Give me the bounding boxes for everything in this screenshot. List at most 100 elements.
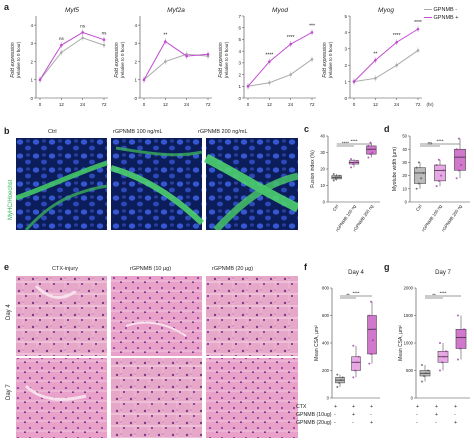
y-tick-label: 10 xyxy=(320,183,325,188)
y-tick-label: 40 xyxy=(402,147,407,152)
a-ylabel-line1: Fold expression xyxy=(114,42,120,78)
box-point xyxy=(352,163,355,166)
box-point xyxy=(336,386,339,388)
treatment-sign: - xyxy=(454,412,456,418)
y-axis-label: Myotube width (µm) xyxy=(392,147,398,191)
treatment-sign: - xyxy=(416,420,418,426)
significance-label: ns xyxy=(59,36,65,41)
box-point xyxy=(440,361,443,364)
x-tick-label: 0 xyxy=(247,102,250,107)
significance-label: ns xyxy=(102,31,108,36)
y-tick-label: 20 xyxy=(402,173,407,178)
box-point xyxy=(341,376,344,379)
a-ylabel: Fold expression (relative to 0 hour) xyxy=(10,41,21,78)
x-tick-label: 72 xyxy=(415,102,421,107)
a-ylabel-line2: (relative to 0 hour) xyxy=(16,41,21,78)
y-tick-label: 4 xyxy=(344,30,347,35)
box-point xyxy=(369,141,372,144)
box-point xyxy=(355,361,358,364)
y-tick-label: 5 xyxy=(238,37,241,42)
y-tick-label: 2 xyxy=(30,59,33,64)
box-point xyxy=(415,187,418,190)
treatment-row-label: GPNMB (20ug) xyxy=(296,420,332,426)
treatment-sign: + xyxy=(370,420,374,426)
significance-label-2: **** xyxy=(436,139,443,144)
significance-label: ** xyxy=(373,51,377,57)
panel-letter-a: a xyxy=(4,2,10,12)
significance-label: ** xyxy=(163,33,167,39)
box-point xyxy=(457,169,460,172)
treatment-sign: - xyxy=(334,420,336,426)
panel-letter-f: f xyxy=(304,262,307,272)
treatment-sign: + xyxy=(454,420,458,426)
y-tick-label: 0 xyxy=(323,200,326,205)
x-tick-label: 24 xyxy=(288,102,294,107)
box-point xyxy=(437,158,440,161)
box-point xyxy=(463,328,466,331)
box-point xyxy=(438,342,441,344)
legend-item-gpnmb-neg: GPNMB - xyxy=(424,6,458,14)
x-tick-label: 0 xyxy=(39,102,42,107)
a-ylabel-line1: Fold expression xyxy=(322,42,328,78)
x-unit-label: (hr) xyxy=(427,102,434,107)
x-tick-label: 72 xyxy=(101,102,107,107)
box-point xyxy=(456,358,459,361)
y-tick-label: 50 xyxy=(402,134,407,139)
panel-letter-g: g xyxy=(384,262,390,272)
box-point xyxy=(338,381,341,384)
box-point xyxy=(336,373,339,376)
y-tick-label: 500 xyxy=(406,368,414,373)
box-point xyxy=(420,177,423,180)
y-tick-label: 6 xyxy=(238,26,241,31)
y-tick-label: 0 xyxy=(238,96,241,101)
box-point xyxy=(371,151,374,154)
b-side-label: MyHC/Hoechst xyxy=(8,179,14,220)
b-col-100: rGPNMB 100 ng/mL xyxy=(113,129,163,135)
box-2 xyxy=(454,148,466,171)
y-tick-label: 600 xyxy=(322,313,330,318)
y-tick-label: 1 xyxy=(30,78,33,83)
treatment-sign: - xyxy=(352,420,354,426)
box-0 xyxy=(414,167,426,184)
series-line-pos xyxy=(247,31,313,87)
x-tick-label: Ctrl xyxy=(415,204,423,212)
x-tick-label: 12 xyxy=(267,102,273,107)
treatment-sign: - xyxy=(416,412,418,418)
x-tick-label: rGPNMB 200 ng xyxy=(441,203,464,232)
box-point xyxy=(355,159,358,162)
e-row-day7: Day 7 xyxy=(6,384,12,400)
box-point xyxy=(367,156,370,159)
significance-label-2: **** xyxy=(439,291,446,296)
box-point xyxy=(357,355,360,358)
box-point xyxy=(455,148,458,151)
e-image-20-day4 xyxy=(206,276,298,356)
box-point xyxy=(354,369,357,372)
b-micrographs xyxy=(16,138,298,230)
ylabel-group: Fusion index (%) xyxy=(310,150,316,188)
box-point xyxy=(422,171,425,174)
box-point xyxy=(336,176,339,179)
box-point xyxy=(420,364,423,366)
box-point xyxy=(350,158,353,161)
y-tick-label: 1 xyxy=(134,78,137,83)
y-tick-label: 1000 xyxy=(404,341,414,346)
treatment-sign: - xyxy=(334,412,336,418)
box-point xyxy=(352,344,355,347)
box-point xyxy=(445,350,448,353)
x-tick-label: 24 xyxy=(184,102,190,107)
fg-treatment-table: CTX + + + + + + GPNMB (10ug) - + - - + - GPNMB (20ug) -… xyxy=(296,404,474,442)
y-tick-label: 10 xyxy=(402,186,407,191)
box-point xyxy=(371,339,374,342)
y-tick-label: 7 xyxy=(238,14,241,19)
treatment-sign: + xyxy=(334,404,338,410)
box-point xyxy=(370,300,373,303)
box-1 xyxy=(351,356,361,371)
box-point xyxy=(461,336,464,339)
e-image-ctrl-day4 xyxy=(16,276,107,356)
x-tick-label: 24 xyxy=(394,102,400,107)
a-ylabel-2: Fold expression (relative to 0 hour) xyxy=(322,41,333,78)
panel-letter-d: d xyxy=(384,124,390,134)
